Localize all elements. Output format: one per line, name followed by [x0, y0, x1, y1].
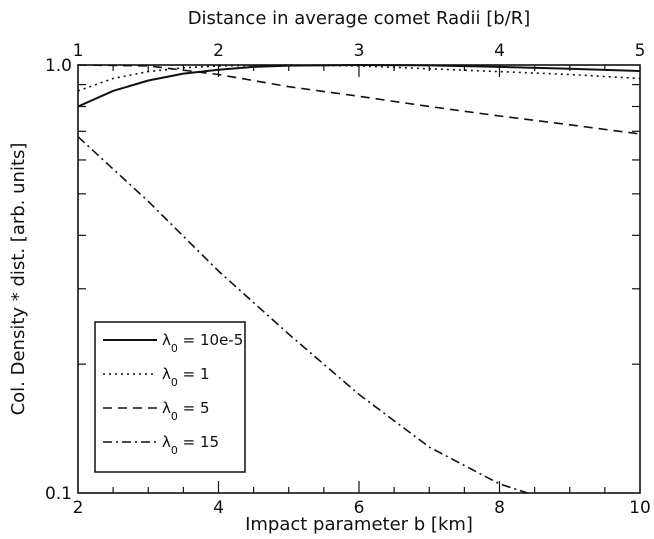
top-tick-label: 1 — [73, 41, 84, 61]
x-tick-label: 4 — [213, 498, 224, 518]
series-layer — [77, 64, 641, 494]
plot-frame — [77, 64, 641, 494]
y-tick-label: 0.1 — [45, 484, 72, 504]
x-tick-label: 8 — [494, 498, 505, 518]
legend-box — [94, 321, 246, 473]
series-line-dashed — [77, 64, 641, 135]
x-tick-label: 2 — [73, 498, 84, 518]
legend-label: λ0 = 5 — [162, 399, 210, 423]
x-tick-label: 10 — [629, 498, 651, 518]
top-tick-label: 5 — [635, 41, 646, 61]
legend-label: λ0 = 15 — [162, 433, 219, 457]
y-tick-label: 1.0 — [45, 56, 72, 76]
y-axis-label: Col. Density * dist. [arb. units] — [8, 143, 29, 416]
top-tick-label: 3 — [354, 41, 365, 61]
top-tick-label: 2 — [213, 41, 224, 61]
top-axis-label: Distance in average comet Radii [b/R] — [188, 8, 531, 29]
series-line-dotted — [77, 64, 641, 92]
legend: λ0 = 10e-5 λ0 = 1 λ0 = 5 λ0 = 15 — [94, 321, 246, 473]
series-line-dashdot — [77, 136, 528, 494]
x-axis-label: Impact parameter b [km] — [245, 514, 473, 535]
top-tick-label: 4 — [494, 41, 505, 61]
legend-label: λ0 = 1 — [162, 365, 210, 389]
legend-label: λ0 = 10e-5 — [162, 331, 243, 355]
ticks-layer: 2 4 6 8 101 2 3 4 50.11.0 — [45, 41, 651, 518]
x-tick-label: 6 — [354, 498, 365, 518]
series-line-solid — [77, 64, 641, 108]
